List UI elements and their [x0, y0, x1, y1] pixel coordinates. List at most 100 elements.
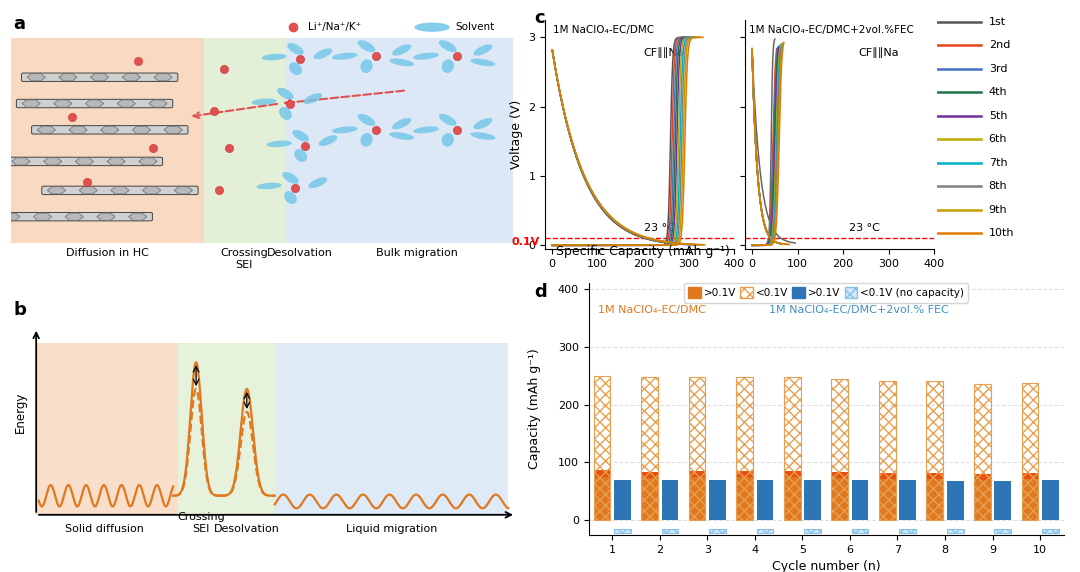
- Bar: [737, 377, 753, 521]
- Ellipse shape: [473, 44, 492, 55]
- Bar: [852, 529, 868, 533]
- Bar: [784, 471, 800, 477]
- Ellipse shape: [267, 141, 292, 147]
- Bar: [178, 343, 224, 515]
- Ellipse shape: [357, 114, 376, 126]
- Text: Li⁺/Na⁺/K⁺: Li⁺/Na⁺/K⁺: [308, 22, 361, 32]
- Polygon shape: [12, 158, 30, 165]
- FancyBboxPatch shape: [6, 157, 163, 166]
- Bar: [1022, 479, 1038, 521]
- Ellipse shape: [309, 177, 327, 188]
- Polygon shape: [65, 213, 83, 220]
- Text: 7th: 7th: [989, 158, 1008, 168]
- Bar: [784, 377, 800, 521]
- Ellipse shape: [332, 126, 357, 133]
- Text: Desolvation: Desolvation: [267, 248, 333, 258]
- X-axis label: Cycle number (n): Cycle number (n): [772, 560, 880, 572]
- Bar: [757, 480, 773, 521]
- Ellipse shape: [357, 40, 376, 52]
- Polygon shape: [133, 126, 150, 133]
- Ellipse shape: [392, 44, 411, 55]
- Bar: [285, 38, 513, 243]
- Bar: [879, 479, 895, 521]
- Bar: [737, 477, 753, 521]
- Bar: [1022, 473, 1038, 479]
- Bar: [710, 529, 726, 533]
- Ellipse shape: [471, 58, 496, 66]
- FancyBboxPatch shape: [0, 212, 152, 221]
- Text: 8th: 8th: [989, 181, 1008, 191]
- Ellipse shape: [471, 132, 496, 140]
- Ellipse shape: [279, 107, 292, 120]
- Legend: >0.1V, <0.1V, >0.1V, <0.1V (no capacity): >0.1V, <0.1V, >0.1V, <0.1V (no capacity): [684, 283, 969, 303]
- Text: Crossing
SEI: Crossing SEI: [177, 513, 225, 534]
- Bar: [737, 471, 753, 477]
- Polygon shape: [122, 74, 140, 81]
- Polygon shape: [111, 186, 130, 194]
- Bar: [805, 529, 821, 533]
- Bar: [927, 473, 943, 479]
- Polygon shape: [164, 126, 183, 133]
- Ellipse shape: [442, 59, 454, 73]
- Text: b: b: [13, 301, 26, 319]
- Bar: [927, 382, 943, 521]
- Ellipse shape: [415, 23, 450, 32]
- FancyBboxPatch shape: [42, 186, 198, 194]
- Text: Desolvation: Desolvation: [214, 524, 280, 534]
- Ellipse shape: [293, 130, 309, 142]
- Polygon shape: [107, 158, 125, 165]
- Ellipse shape: [414, 126, 438, 133]
- Ellipse shape: [361, 59, 373, 73]
- Text: Solvent: Solvent: [455, 22, 495, 32]
- Text: Bulk migration: Bulk migration: [376, 248, 458, 258]
- Text: 0.1V: 0.1V: [512, 237, 540, 247]
- Polygon shape: [117, 100, 135, 107]
- FancyBboxPatch shape: [16, 100, 173, 108]
- Text: Crossing
SEI: Crossing SEI: [220, 248, 268, 270]
- Ellipse shape: [319, 135, 337, 146]
- Polygon shape: [91, 74, 109, 81]
- Bar: [662, 480, 678, 521]
- Bar: [689, 471, 705, 477]
- Bar: [642, 472, 658, 478]
- Ellipse shape: [332, 53, 357, 59]
- Bar: [927, 479, 943, 521]
- Polygon shape: [43, 158, 62, 165]
- Ellipse shape: [438, 114, 457, 126]
- Polygon shape: [58, 74, 77, 81]
- Ellipse shape: [473, 118, 492, 129]
- Bar: [594, 376, 610, 521]
- Ellipse shape: [442, 133, 454, 146]
- Text: Solid diffusion: Solid diffusion: [65, 524, 144, 534]
- Y-axis label: Capacity (mAh g⁻¹): Capacity (mAh g⁻¹): [528, 348, 541, 470]
- Text: 10th: 10th: [989, 228, 1014, 239]
- Bar: [974, 474, 990, 480]
- Text: Liquid migration: Liquid migration: [346, 524, 437, 534]
- Text: CF∥∥Na: CF∥∥Na: [644, 47, 685, 58]
- Text: 6th: 6th: [989, 134, 1008, 144]
- Bar: [832, 379, 848, 521]
- Ellipse shape: [261, 54, 286, 61]
- Text: c: c: [535, 9, 545, 26]
- Bar: [642, 478, 658, 521]
- Bar: [37, 343, 178, 515]
- Bar: [11, 38, 204, 243]
- Ellipse shape: [313, 49, 333, 59]
- Bar: [974, 384, 990, 521]
- Bar: [947, 529, 963, 533]
- Bar: [900, 480, 916, 521]
- Polygon shape: [100, 126, 119, 133]
- Bar: [1042, 529, 1058, 533]
- Text: 1M NaClO₄-EC/DMC+2vol.%FEC: 1M NaClO₄-EC/DMC+2vol.%FEC: [748, 25, 914, 34]
- Bar: [642, 377, 658, 521]
- Bar: [757, 529, 773, 533]
- Bar: [947, 481, 963, 521]
- Bar: [615, 480, 631, 521]
- Ellipse shape: [287, 43, 303, 55]
- Ellipse shape: [389, 58, 415, 66]
- Bar: [204, 38, 285, 243]
- Bar: [995, 529, 1011, 533]
- Bar: [852, 480, 868, 521]
- Bar: [832, 478, 848, 521]
- Polygon shape: [69, 126, 87, 133]
